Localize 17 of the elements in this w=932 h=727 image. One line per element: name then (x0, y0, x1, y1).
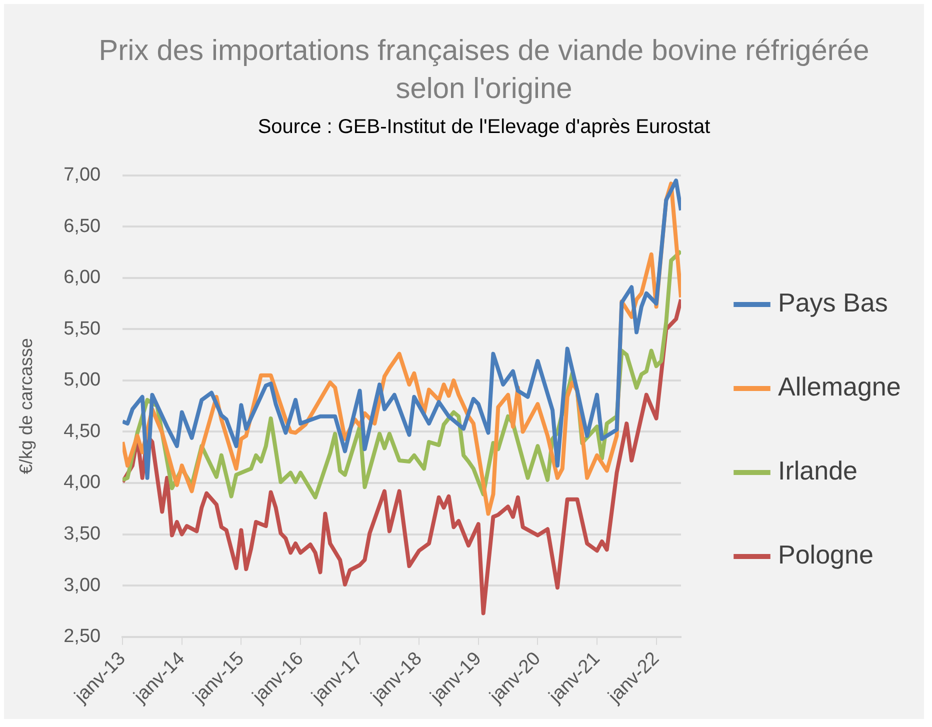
source-note: Source : GEB-Institut de l'Elevage d'après Eurostat (256, 116, 712, 139)
y-tick-label: 6,00 (64, 267, 101, 288)
y-tick-label: 6,50 (64, 216, 101, 237)
y-tick-label: 2,50 (64, 626, 101, 648)
y-tick-label: 7,00 (64, 164, 101, 186)
legend-label: Irlande (778, 456, 858, 486)
y-tick-label: 5,50 (64, 318, 101, 340)
y-tick-label: 3,00 (64, 574, 101, 596)
y-tick-label: 5,00 (64, 370, 101, 391)
legend-label: Pologne (778, 540, 874, 570)
chart-title: Prix des importations françaises de viande bovine réfrigérée selon l'origine (98, 34, 870, 107)
legend-label: Pays Bas (778, 288, 888, 318)
y-tick-label: 4,50 (64, 420, 101, 442)
legend-label: Allemagne (778, 372, 901, 402)
y-tick-label: 4,00 (64, 472, 101, 494)
y-axis-title: €/kg de carcasse (16, 338, 36, 474)
y-tick-label: 3,50 (64, 524, 101, 545)
